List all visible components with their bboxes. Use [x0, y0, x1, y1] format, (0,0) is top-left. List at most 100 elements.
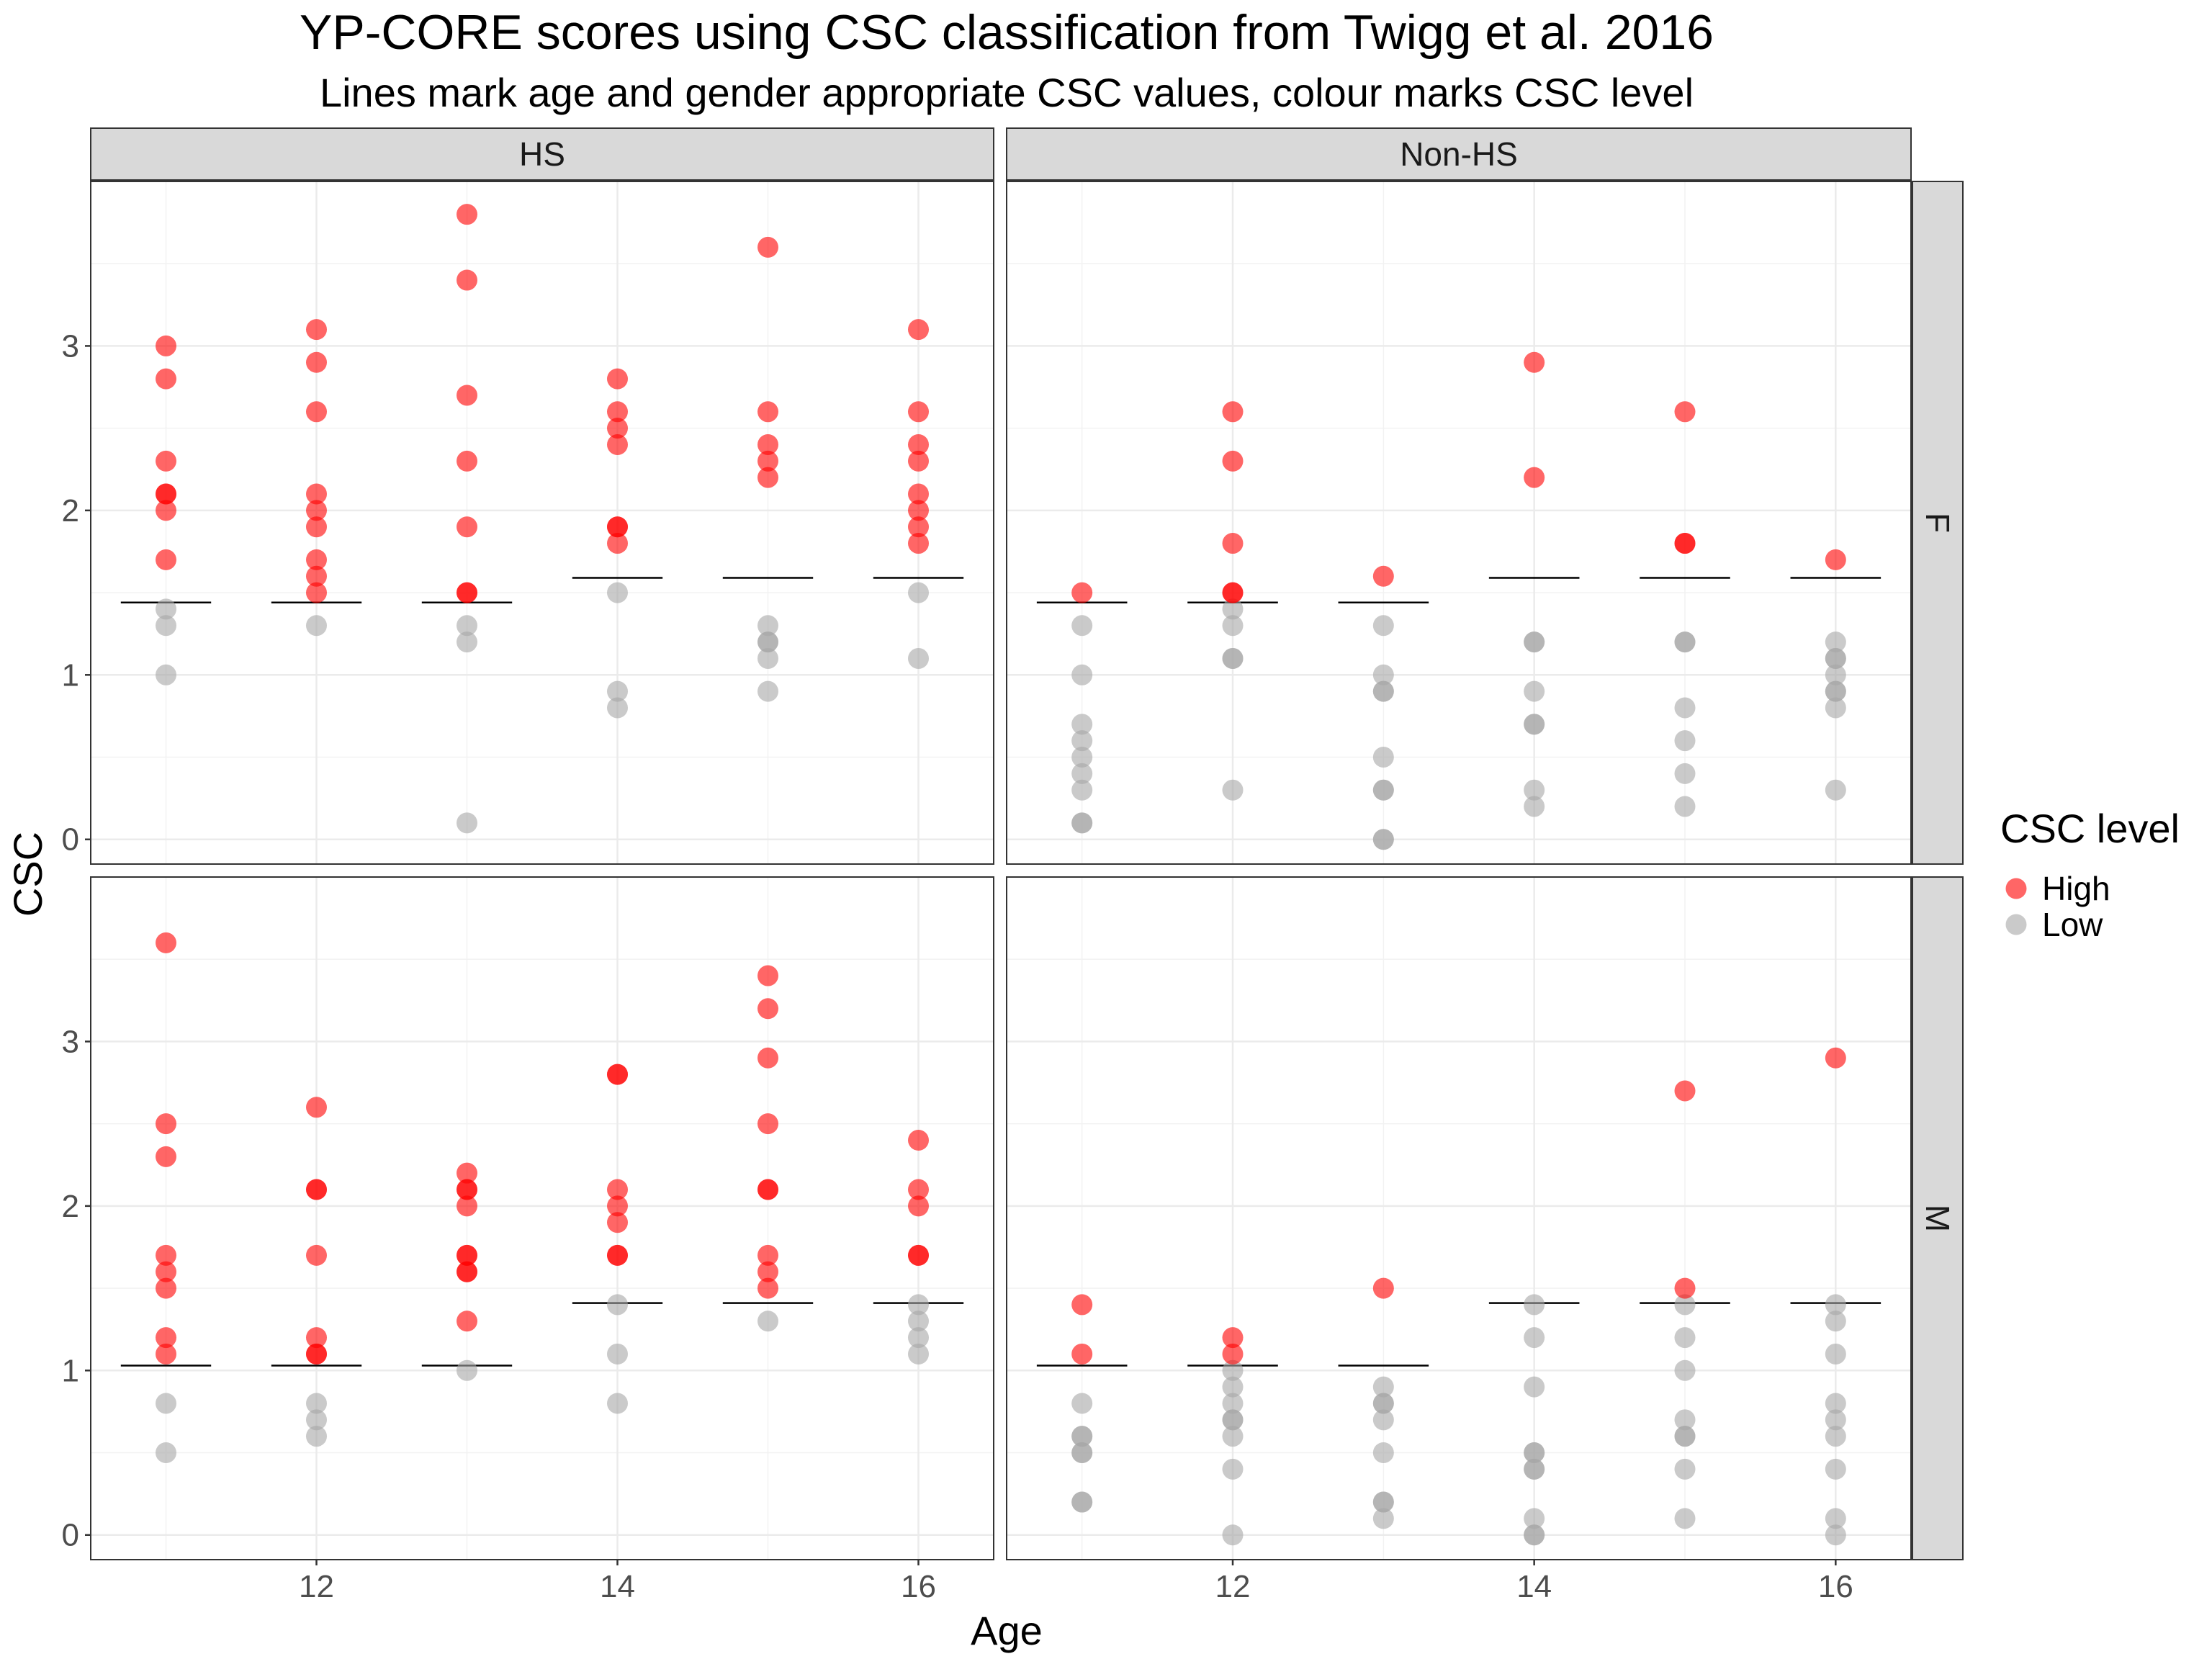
data-point-high [607, 368, 628, 390]
data-point-low [1071, 812, 1093, 834]
data-point-high [156, 1261, 176, 1282]
data-point-low [1524, 1524, 1545, 1546]
data-point-high [306, 500, 327, 521]
y-tick-label: 1 [62, 657, 79, 693]
data-point-low [1825, 779, 1846, 801]
data-point-high [757, 1261, 778, 1282]
data-point-low [1524, 796, 1545, 817]
data-point-low [908, 1327, 929, 1349]
y-tick-label: 2 [62, 1189, 79, 1224]
data-point-low [607, 582, 628, 603]
data-point-low [1222, 598, 1244, 620]
panel-hs-m [90, 876, 994, 1560]
data-point-low [1674, 1508, 1696, 1529]
data-point-low [1071, 730, 1093, 752]
data-point-high [1825, 1047, 1846, 1069]
data-point-low [1825, 647, 1846, 669]
data-point-high [457, 204, 477, 225]
data-point-low [306, 1409, 327, 1431]
strip-label: F [1919, 513, 1956, 533]
data-point-low [1071, 615, 1093, 637]
data-point-high [1222, 450, 1244, 472]
panel-border [90, 876, 994, 1560]
data-point-low [306, 1426, 327, 1447]
data-point-high [908, 1129, 929, 1151]
data-point-low [757, 647, 778, 669]
data-point-low [1674, 763, 1696, 784]
data-point-low [1674, 730, 1696, 752]
data-point-low [1222, 647, 1244, 669]
data-point-high [607, 1212, 628, 1233]
panel-border [1006, 181, 1912, 865]
strip-label: Non-HS [1400, 135, 1518, 173]
data-point-low [1674, 631, 1696, 653]
panel-background [91, 181, 994, 864]
data-point-high [757, 433, 778, 455]
data-point-high [757, 1179, 778, 1200]
data-point-low [1372, 680, 1394, 702]
data-point-low [1524, 680, 1545, 702]
panel-border [1006, 876, 1912, 1560]
data-point-low [1071, 763, 1093, 784]
data-point-high [1071, 582, 1093, 603]
data-point-low [156, 1393, 176, 1414]
data-point-low [1222, 1426, 1244, 1447]
data-point-low [1524, 1458, 1545, 1480]
y-tick-label: 0 [62, 1518, 79, 1553]
data-point-low [306, 1393, 327, 1414]
strip-non-hs [1006, 127, 1912, 181]
data-point-low [1222, 1376, 1244, 1398]
data-point-low [1372, 1508, 1394, 1529]
data-point-low [908, 647, 929, 669]
data-point-low [908, 1343, 929, 1364]
data-point-low [1372, 1393, 1394, 1414]
data-point-low [1071, 714, 1093, 735]
data-point-low [1825, 1508, 1846, 1529]
data-point-low [156, 615, 176, 637]
data-point-low [1524, 1442, 1545, 1464]
data-point-high [1524, 467, 1545, 488]
y-axis-title: CSC [5, 832, 50, 917]
data-point-high [757, 450, 778, 472]
data-point-high [908, 1179, 929, 1200]
data-point-high [156, 1146, 176, 1167]
data-point-low [757, 1310, 778, 1332]
data-point-low [1071, 1426, 1093, 1447]
data-point-high [457, 1244, 477, 1266]
data-point-high [1222, 533, 1244, 554]
data-point-high [306, 319, 327, 341]
data-point-high [908, 1244, 929, 1266]
data-point-high [457, 1195, 477, 1217]
data-point-low [1222, 615, 1244, 637]
data-point-high [908, 319, 929, 341]
data-point-low [607, 680, 628, 702]
data-point-high [156, 500, 176, 521]
data-point-high [156, 450, 176, 472]
panel-non-hs-m [1006, 876, 1912, 1560]
panel-non-hs-f [1006, 181, 1912, 865]
data-point-high [908, 500, 929, 521]
panel-background [1007, 877, 1911, 1560]
data-point-high [457, 1310, 477, 1332]
data-point-low [1071, 664, 1093, 685]
data-point-low [1825, 1393, 1846, 1414]
data-point-high [306, 1327, 327, 1349]
data-point-low [1825, 1310, 1846, 1332]
data-point-low [908, 1294, 929, 1316]
data-point-high [156, 483, 176, 505]
data-point-low [1674, 1294, 1696, 1316]
data-point-high [156, 368, 176, 390]
data-point-low [1222, 1458, 1244, 1480]
data-point-high [908, 516, 929, 538]
data-point-low [1222, 1524, 1244, 1546]
data-point-low [1825, 1458, 1846, 1480]
data-point-high [457, 385, 477, 406]
data-point-low [1222, 779, 1244, 801]
data-point-high [1222, 1327, 1244, 1349]
data-point-high [1674, 401, 1696, 423]
data-point-high [457, 450, 477, 472]
y-tick-label: 1 [62, 1353, 79, 1388]
x-tick-label: 16 [901, 1569, 936, 1604]
panel-background [1007, 181, 1911, 864]
